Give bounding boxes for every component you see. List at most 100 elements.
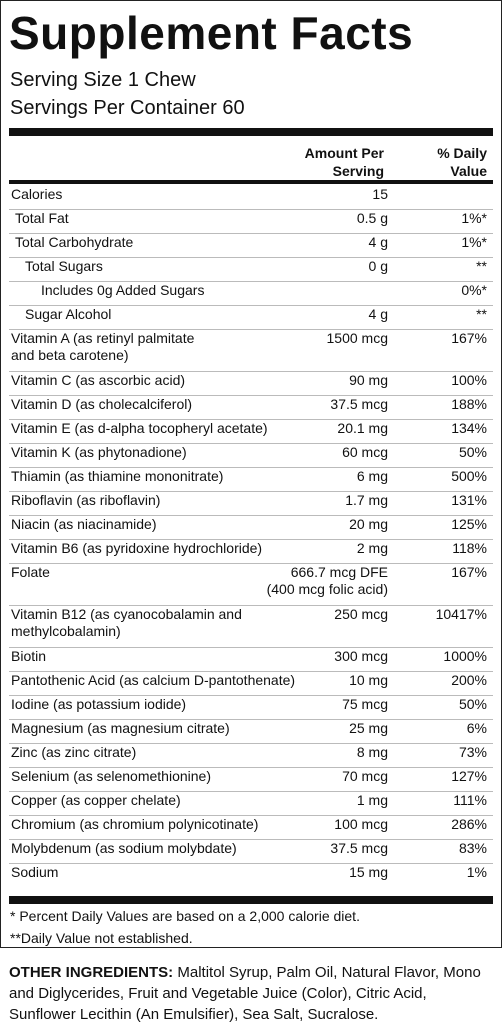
amount-column-header: Amount Per Serving: [305, 144, 384, 180]
thick-divider: [9, 128, 493, 136]
nutrient-name: Iodine (as potassium iodide): [11, 696, 187, 712]
nutrient-amount: 20 mg: [349, 516, 388, 532]
panel-title: Supplement Facts: [9, 7, 414, 59]
table-row: Includes 0g Added Sugars 0%*: [9, 282, 493, 306]
nutrient-name: Riboflavin (as riboflavin): [11, 492, 161, 508]
dv-header-line1: % Daily: [437, 145, 487, 161]
nutrient-daily-value: 83%: [458, 840, 487, 856]
nutrient-daily-value: 127%: [451, 768, 487, 784]
nutrient-name: Niacin (as niacinamide): [11, 516, 157, 532]
amount-header-line2: Serving: [332, 163, 384, 179]
nutrient-amount: 37.5 mcg: [330, 840, 388, 856]
nutrient-amount: 300 mcg: [334, 648, 388, 664]
table-row: Calories 15: [9, 186, 493, 210]
nutrient-daily-value: **: [476, 258, 487, 274]
nutrient-name: Sugar Alcohol: [25, 306, 112, 322]
nutrient-name: Thiamin (as thiamine mononitrate): [11, 468, 224, 484]
header-divider: [9, 180, 493, 184]
nutrient-name: Folate: [11, 564, 50, 580]
nutrient-daily-value: 188%: [451, 396, 487, 412]
nutrient-daily-value: 118%: [452, 540, 487, 556]
ingredients-text: Maltitol Syrup, Palm Oil, Natural Flavor…: [9, 964, 481, 1023]
table-row: Total Carbohydrate 4 g 1%*: [9, 234, 493, 258]
nutrient-daily-value: 131%: [451, 492, 487, 508]
nutrient-name: Chromium (as chromium polynicotinate): [11, 816, 259, 832]
nutrient-name: Magnesium (as magnesium citrate): [11, 720, 230, 736]
nutrient-amount: 15: [372, 186, 388, 202]
nutrient-amount: 2 mg: [356, 540, 388, 556]
nutrient-daily-value: 1%*: [461, 210, 487, 226]
nutrient-daily-value: 73%: [458, 744, 487, 760]
nutrient-name: Vitamin K (as phytonadione): [11, 444, 187, 460]
table-row: Sugar Alcohol 4 g **: [9, 306, 493, 330]
table-row: Vitamin D (as cholecalciferol) 37.5 mcg 18…: [9, 396, 493, 420]
nutrient-daily-value: 50%: [458, 696, 487, 712]
table-row: Sodium 15 mg 1%: [9, 864, 493, 888]
nutrient-amount: 75 mcg: [342, 696, 388, 712]
nutrient-amount: 1500 mcg: [326, 330, 388, 346]
table-row: Vitamin A (as retinyl palmitate and beta…: [9, 330, 493, 372]
nutrient-amount: 8 mg: [356, 744, 388, 760]
nutrient-table: Calories 15 Total Fat 0.5 g 1%* Total Carbohy…: [9, 186, 493, 888]
nutrient-amount: 6 mg: [356, 468, 388, 484]
nutrient-amount: 10 mg: [349, 672, 388, 688]
nutrient-daily-value: 286%: [451, 816, 487, 832]
footnote-daily-value: * Percent Daily Values are based on a 2,…: [10, 908, 360, 924]
table-row: Molybdenum (as sodium molybdate) 37.5 mcg…: [9, 840, 493, 864]
nutrient-amount: 1 mg: [356, 792, 388, 808]
nutrient-daily-value: 1000%: [443, 648, 487, 664]
nutrient-amount: 20.1 mg: [337, 420, 388, 436]
nutrient-name: Total Sugars: [25, 258, 103, 274]
other-ingredients: OTHER INGREDIENTS: Maltitol Syrup, Palm …: [9, 962, 497, 1025]
daily-value-column-header: % Daily Value: [437, 144, 487, 180]
nutrient-name: Pantothenic Acid (as calcium D-pantothen…: [11, 672, 296, 688]
nutrient-amount: 90 mg: [349, 372, 388, 388]
table-row: Zinc (as zinc citrate) 8 mg 73%: [9, 744, 493, 768]
nutrient-amount: 70 mcg: [342, 768, 388, 784]
nutrient-name: Vitamin C (as ascorbic acid): [11, 372, 186, 388]
nutrient-daily-value: 1%: [466, 864, 487, 880]
bottom-divider: [9, 896, 493, 904]
nutrient-name: Zinc (as zinc citrate): [11, 744, 137, 760]
nutrient-amount: 0 g: [368, 258, 388, 274]
nutrient-daily-value: 1%*: [461, 234, 487, 250]
nutrient-amount: 4 g: [368, 234, 388, 250]
nutrient-daily-value: **: [476, 306, 487, 322]
nutrient-daily-value: 6%: [466, 720, 487, 736]
nutrient-amount: 666.7 mcg DFE (400 mcg folic acid): [266, 564, 388, 597]
nutrient-daily-value: 125%: [451, 516, 487, 532]
table-row: Vitamin B12 (as cyanocobalamin and methy…: [9, 606, 493, 648]
table-row: Magnesium (as magnesium citrate) 25 mg 6%: [9, 720, 493, 744]
nutrient-amount: 15 mg: [349, 864, 388, 880]
table-row: Niacin (as niacinamide) 20 mg 125%: [9, 516, 493, 540]
nutrient-name: Molybdenum (as sodium molybdate): [11, 840, 237, 856]
nutrient-name: Copper (as copper chelate): [11, 792, 181, 808]
table-row: Thiamin (as thiamine mononitrate) 6 mg 500…: [9, 468, 493, 492]
nutrient-daily-value: 10417%: [435, 606, 487, 622]
table-row: Biotin 300 mcg 1000%: [9, 648, 493, 672]
nutrient-name: Calories: [11, 186, 63, 202]
supplement-facts-panel: Supplement Facts Serving Size 1 Chew Ser…: [0, 0, 502, 948]
table-row: Folate 666.7 mcg DFE (400 mcg folic acid)…: [9, 564, 493, 606]
nutrient-name: Total Fat: [15, 210, 69, 226]
nutrient-amount: 25 mg: [349, 720, 388, 736]
table-row: Selenium (as selenomethionine) 70 mcg 127%: [9, 768, 493, 792]
dv-header-line2: Value: [450, 163, 487, 179]
serving-size: Serving Size 1 Chew: [10, 69, 196, 91]
servings-per-container: Servings Per Container 60: [10, 97, 245, 119]
nutrient-daily-value: 0%*: [461, 282, 487, 298]
nutrient-amount: 100 mcg: [334, 816, 388, 832]
nutrient-amount: 4 g: [368, 306, 388, 322]
nutrient-amount: 37.5 mcg: [330, 396, 388, 412]
nutrient-daily-value: 134%: [451, 420, 487, 436]
table-row: Pantothenic Acid (as calcium D-pantothen…: [9, 672, 493, 696]
table-row: Vitamin B6 (as pyridoxine hydrochloride)…: [9, 540, 493, 564]
table-row: Total Sugars 0 g **: [9, 258, 493, 282]
table-row: Vitamin K (as phytonadione) 60 mcg 50%: [9, 444, 493, 468]
nutrient-name: Biotin: [11, 648, 47, 664]
table-row: Vitamin E (as d-alpha tocopheryl acetate…: [9, 420, 493, 444]
nutrient-daily-value: 50%: [458, 444, 487, 460]
table-row: Iodine (as potassium iodide) 75 mcg 50%: [9, 696, 493, 720]
nutrient-name: Vitamin D (as cholecalciferol): [11, 396, 193, 412]
nutrient-daily-value: 167%: [451, 330, 487, 346]
